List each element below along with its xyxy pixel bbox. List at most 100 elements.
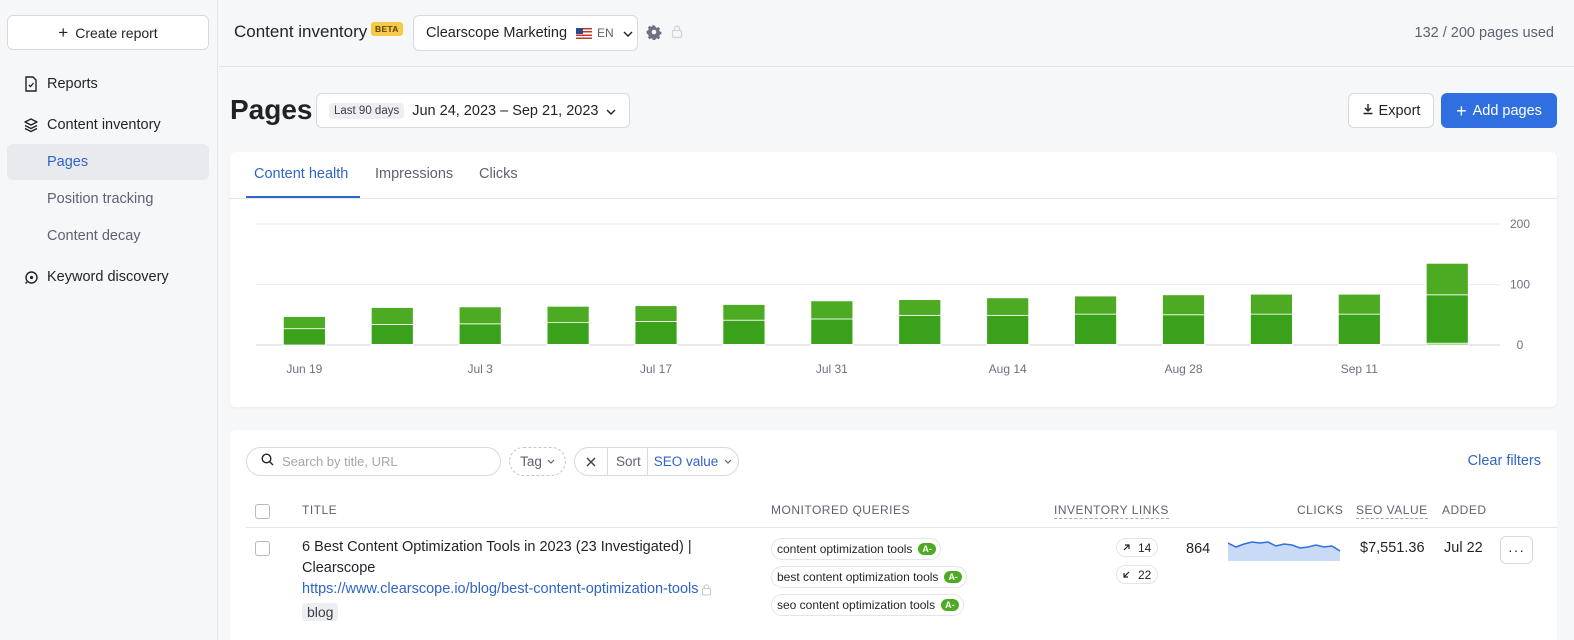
x-tick-label: Jun 19	[286, 362, 322, 376]
gear-icon[interactable]	[646, 24, 662, 45]
pages-table-card: Tag Sort SEO value Clear filters TITLE M…	[230, 430, 1557, 640]
bar-segment	[546, 305, 590, 324]
clear-sort-icon[interactable]	[575, 448, 608, 475]
row-checkbox[interactable]	[255, 541, 270, 556]
date-range-picker[interactable]: Last 90 days Jun 24, 2023 – Sep 21, 2023	[316, 93, 630, 128]
create-report-label: Create report	[75, 24, 158, 41]
beta-badge: BETA	[371, 22, 403, 36]
tag-filter-label: Tag	[520, 454, 542, 469]
sidebar-item-keyword-discovery[interactable]: Keyword discovery	[7, 259, 209, 295]
tab-impressions[interactable]: Impressions	[375, 166, 454, 182]
added-date: Jul 22	[1444, 540, 1483, 556]
sidebar-item-content-decay[interactable]: Content decay	[7, 218, 209, 254]
bar-segment	[634, 305, 678, 322]
bar-segment	[458, 323, 502, 345]
bar-segment	[370, 324, 414, 345]
column-header-title[interactable]: TITLE	[302, 503, 338, 517]
plus-icon: +	[58, 23, 69, 42]
arrow-down-left-icon	[1123, 571, 1130, 578]
sidebar-item-pages[interactable]: Pages	[7, 144, 209, 180]
page-url[interactable]: https://www.clearscope.io/blog/best-cont…	[302, 581, 712, 597]
clicks-sparkline	[1228, 541, 1340, 561]
bar-segment	[1425, 262, 1469, 296]
layers-icon	[23, 117, 39, 133]
active-tab-indicator	[246, 196, 360, 198]
bar-segment	[1425, 294, 1469, 344]
y-tick-label: 100	[1510, 278, 1530, 292]
bar-segment	[546, 322, 590, 345]
date-range-value: Jun 24, 2023 – Sep 21, 2023	[412, 102, 599, 119]
export-label: Export	[1378, 102, 1421, 119]
x-tick-label: Aug 28	[1164, 362, 1202, 376]
header-divider	[246, 527, 1557, 528]
row-more-button[interactable]: ···	[1500, 536, 1533, 564]
sidebar-item-label: Keyword discovery	[47, 269, 169, 285]
export-button[interactable]: Export	[1348, 93, 1434, 128]
bar-segment	[282, 328, 326, 346]
pages-usage: 132 / 200 pages used	[1414, 25, 1554, 41]
clear-filters-link[interactable]: Clear filters	[1467, 453, 1541, 469]
create-report-button[interactable]: + Create report	[7, 15, 209, 50]
chevron-down-icon	[623, 25, 633, 41]
bar-segment	[986, 314, 1030, 345]
content-health-chart: 200 100 0 Jun 19 Jul 3 Jul 17 Jul 31 Aug 14 Aug …	[256, 217, 1530, 376]
select-all-checkbox[interactable]	[255, 504, 270, 519]
search-icon	[261, 452, 274, 471]
column-header-inventory-links[interactable]: INVENTORY LINKS	[1054, 503, 1169, 519]
sidebar-item-label: Position tracking	[47, 191, 154, 207]
grade-badge: A-	[918, 543, 936, 555]
query-text: best content optimization tools	[777, 570, 939, 584]
document-icon	[23, 76, 39, 92]
sort-label: Sort	[616, 454, 641, 469]
chevron-down-icon	[547, 459, 555, 464]
workspace-select[interactable]: Clearscope Marketing EN	[413, 15, 638, 51]
bar-segment	[1337, 313, 1381, 345]
bar-segment	[898, 299, 942, 316]
page-title-link[interactable]: 6 Best Content Optimization Tools in 202…	[302, 539, 692, 576]
inbound-links-pill[interactable]: 22	[1116, 565, 1159, 584]
outbound-links-pill[interactable]: 14	[1116, 538, 1159, 557]
page-title: Pages	[230, 94, 313, 125]
tag-filter-button[interactable]: Tag	[509, 447, 566, 476]
inbound-links-count: 22	[1138, 567, 1152, 582]
search-box[interactable]	[246, 447, 501, 476]
grade-badge: A-	[944, 571, 962, 583]
sidebar-item-position-tracking[interactable]: Position tracking	[7, 181, 209, 217]
plus-icon: +	[1456, 100, 1467, 121]
add-pages-button[interactable]: + Add pages	[1441, 93, 1557, 128]
sort-divider	[646, 448, 648, 475]
page-url-text: https://www.clearscope.io/blog/best-cont…	[302, 581, 699, 597]
sidebar-item-content-inventory[interactable]: Content inventory	[7, 107, 209, 143]
grade-badge: A-	[941, 599, 959, 611]
column-header-clicks[interactable]: CLICKS	[1297, 503, 1344, 517]
sort-control: Sort SEO value	[574, 447, 739, 476]
sidebar-item-label: Pages	[47, 154, 89, 170]
lock-icon	[671, 24, 683, 44]
sort-select[interactable]: SEO value	[653, 454, 719, 469]
bar-segment	[1250, 293, 1293, 315]
query-text: seo content optimization tools	[777, 598, 936, 612]
bar-segment	[986, 297, 1030, 316]
sidebar-item-label: Reports	[47, 76, 98, 92]
bar-segment	[1250, 313, 1293, 345]
chart-card: Content health Impressions Clicks 200 100…	[230, 152, 1557, 407]
page-tag[interactable]: blog	[302, 603, 339, 621]
monitored-query[interactable]: seo content optimization tools A-	[771, 594, 964, 616]
arrow-up-right-icon	[1123, 544, 1130, 551]
sidebar-item-label: Content inventory	[47, 117, 161, 133]
add-pages-label: Add pages	[1472, 102, 1542, 119]
search-input[interactable]	[282, 454, 482, 469]
tab-content-health[interactable]: Content health	[254, 166, 349, 182]
chevron-down-icon	[724, 459, 732, 464]
monitored-query[interactable]: best content optimization tools A-	[771, 566, 967, 588]
monitored-query[interactable]: content optimization tools A-	[771, 538, 941, 560]
x-tick-label: Sep 11	[1341, 362, 1378, 376]
language-code: EN	[597, 26, 614, 40]
download-icon	[1362, 103, 1374, 119]
sidebar-item-reports[interactable]: Reports	[7, 66, 209, 102]
tab-clicks[interactable]: Clicks	[479, 166, 518, 182]
column-header-seo-value[interactable]: SEO VALUE	[1356, 503, 1428, 519]
y-tick-label: 0	[1517, 338, 1524, 352]
column-header-added[interactable]: ADDED	[1442, 503, 1487, 517]
column-header-monitored-queries[interactable]: MONITORED QUERIES	[771, 503, 910, 517]
